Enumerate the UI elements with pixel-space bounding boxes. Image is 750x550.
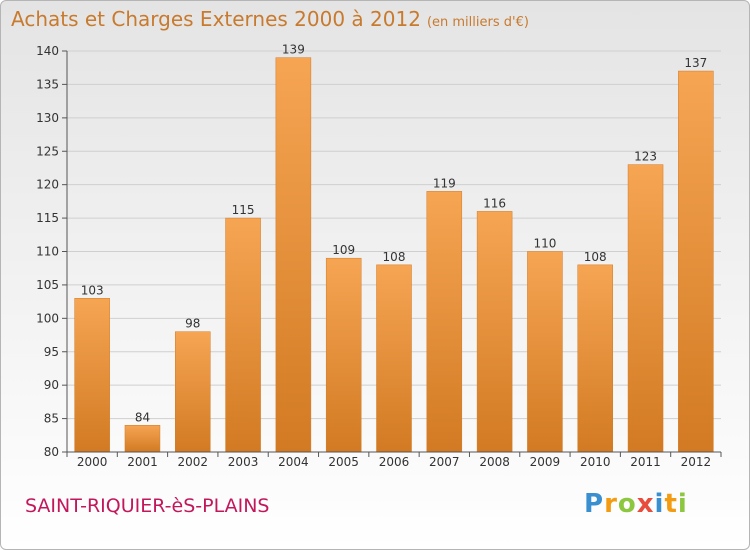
bar bbox=[527, 251, 563, 453]
bar bbox=[577, 264, 613, 453]
y-tick-label: 125 bbox=[36, 144, 59, 158]
y-tick-label: 80 bbox=[44, 445, 59, 459]
bar bbox=[225, 217, 261, 453]
bar-value-label: 103 bbox=[81, 283, 104, 297]
y-axis: 80 85 90 95 100 105 110 115 120 125 130 135 140 bbox=[36, 44, 68, 459]
y-tick-label: 105 bbox=[36, 278, 59, 292]
y-tick-label: 95 bbox=[44, 345, 59, 359]
y-tick-label: 140 bbox=[36, 44, 59, 58]
bar-value-label: 110 bbox=[533, 237, 556, 251]
y-tick-label: 120 bbox=[36, 178, 59, 192]
bar bbox=[175, 331, 211, 453]
bar bbox=[275, 57, 312, 453]
bar bbox=[678, 70, 714, 453]
chart-title-text: Achats et Charges Externes 2000 à 2012 bbox=[11, 7, 421, 31]
bar bbox=[124, 425, 161, 453]
bar-value-label: 98 bbox=[185, 317, 200, 331]
town-name: SAINT-RIQUIER-èS-PLAINS bbox=[25, 495, 270, 517]
x-tick-label: 2008 bbox=[479, 455, 510, 469]
y-tick-label: 110 bbox=[36, 245, 59, 259]
bar-value-label: 108 bbox=[584, 250, 607, 264]
y-tick-label: 135 bbox=[36, 77, 59, 91]
logo-letter: P bbox=[584, 489, 605, 519]
y-tick-label: 90 bbox=[44, 378, 59, 392]
bar-value-label: 119 bbox=[433, 176, 456, 190]
bar bbox=[376, 264, 412, 453]
x-tick-label: 2001 bbox=[127, 455, 158, 469]
x-tick-label: 2012 bbox=[681, 455, 712, 469]
x-tick-label: 2011 bbox=[630, 455, 661, 469]
bar-value-label: 116 bbox=[483, 196, 506, 210]
y-tick-label: 130 bbox=[36, 111, 59, 125]
x-axis: 2000 2001 2002 2003 2004 2005 2006 2007 2008 2009… bbox=[66, 451, 722, 469]
bar bbox=[426, 191, 463, 453]
logo-letter: i bbox=[677, 489, 688, 519]
x-tick-label: 2009 bbox=[530, 455, 561, 469]
bar bbox=[476, 211, 513, 453]
logo-letter: o bbox=[617, 489, 637, 519]
bar bbox=[627, 164, 664, 453]
logo-letter: i bbox=[654, 489, 665, 519]
chart-unit: (en milliers d'€) bbox=[426, 15, 529, 30]
bar-value-label: 109 bbox=[332, 243, 355, 257]
logo-letter: t bbox=[664, 489, 678, 519]
chart-title: Achats et Charges Externes 2000 à 2012 (e… bbox=[11, 7, 529, 31]
proxiti-logo: Proxiti bbox=[584, 489, 688, 519]
y-tick-label: 85 bbox=[44, 412, 59, 426]
bar-value-label: 115 bbox=[232, 203, 255, 217]
bars: 103 84 98 115 139 109 108 119 116 110 108 123 137 bbox=[74, 43, 714, 453]
x-tick-label: 2000 bbox=[77, 455, 108, 469]
bar-value-label: 84 bbox=[135, 410, 150, 424]
x-tick-label: 2003 bbox=[228, 455, 259, 469]
x-tick-label: 2004 bbox=[278, 455, 309, 469]
y-tick-label: 100 bbox=[36, 311, 59, 325]
x-tick-label: 2007 bbox=[429, 455, 460, 469]
bar-value-label: 139 bbox=[282, 43, 305, 57]
x-tick-label: 2005 bbox=[328, 455, 359, 469]
bar bbox=[325, 257, 362, 453]
x-tick-label: 2006 bbox=[379, 455, 410, 469]
bar-value-label: 123 bbox=[634, 150, 657, 164]
bar-value-label: 108 bbox=[383, 250, 406, 264]
x-tick-label: 2010 bbox=[580, 455, 611, 469]
x-tick-label: 2002 bbox=[177, 455, 208, 469]
y-tick-label: 115 bbox=[36, 211, 59, 225]
bar-value-label: 137 bbox=[684, 56, 707, 70]
bar bbox=[74, 298, 110, 453]
logo-letter: x bbox=[636, 489, 655, 519]
logo-letter: r bbox=[604, 489, 618, 519]
